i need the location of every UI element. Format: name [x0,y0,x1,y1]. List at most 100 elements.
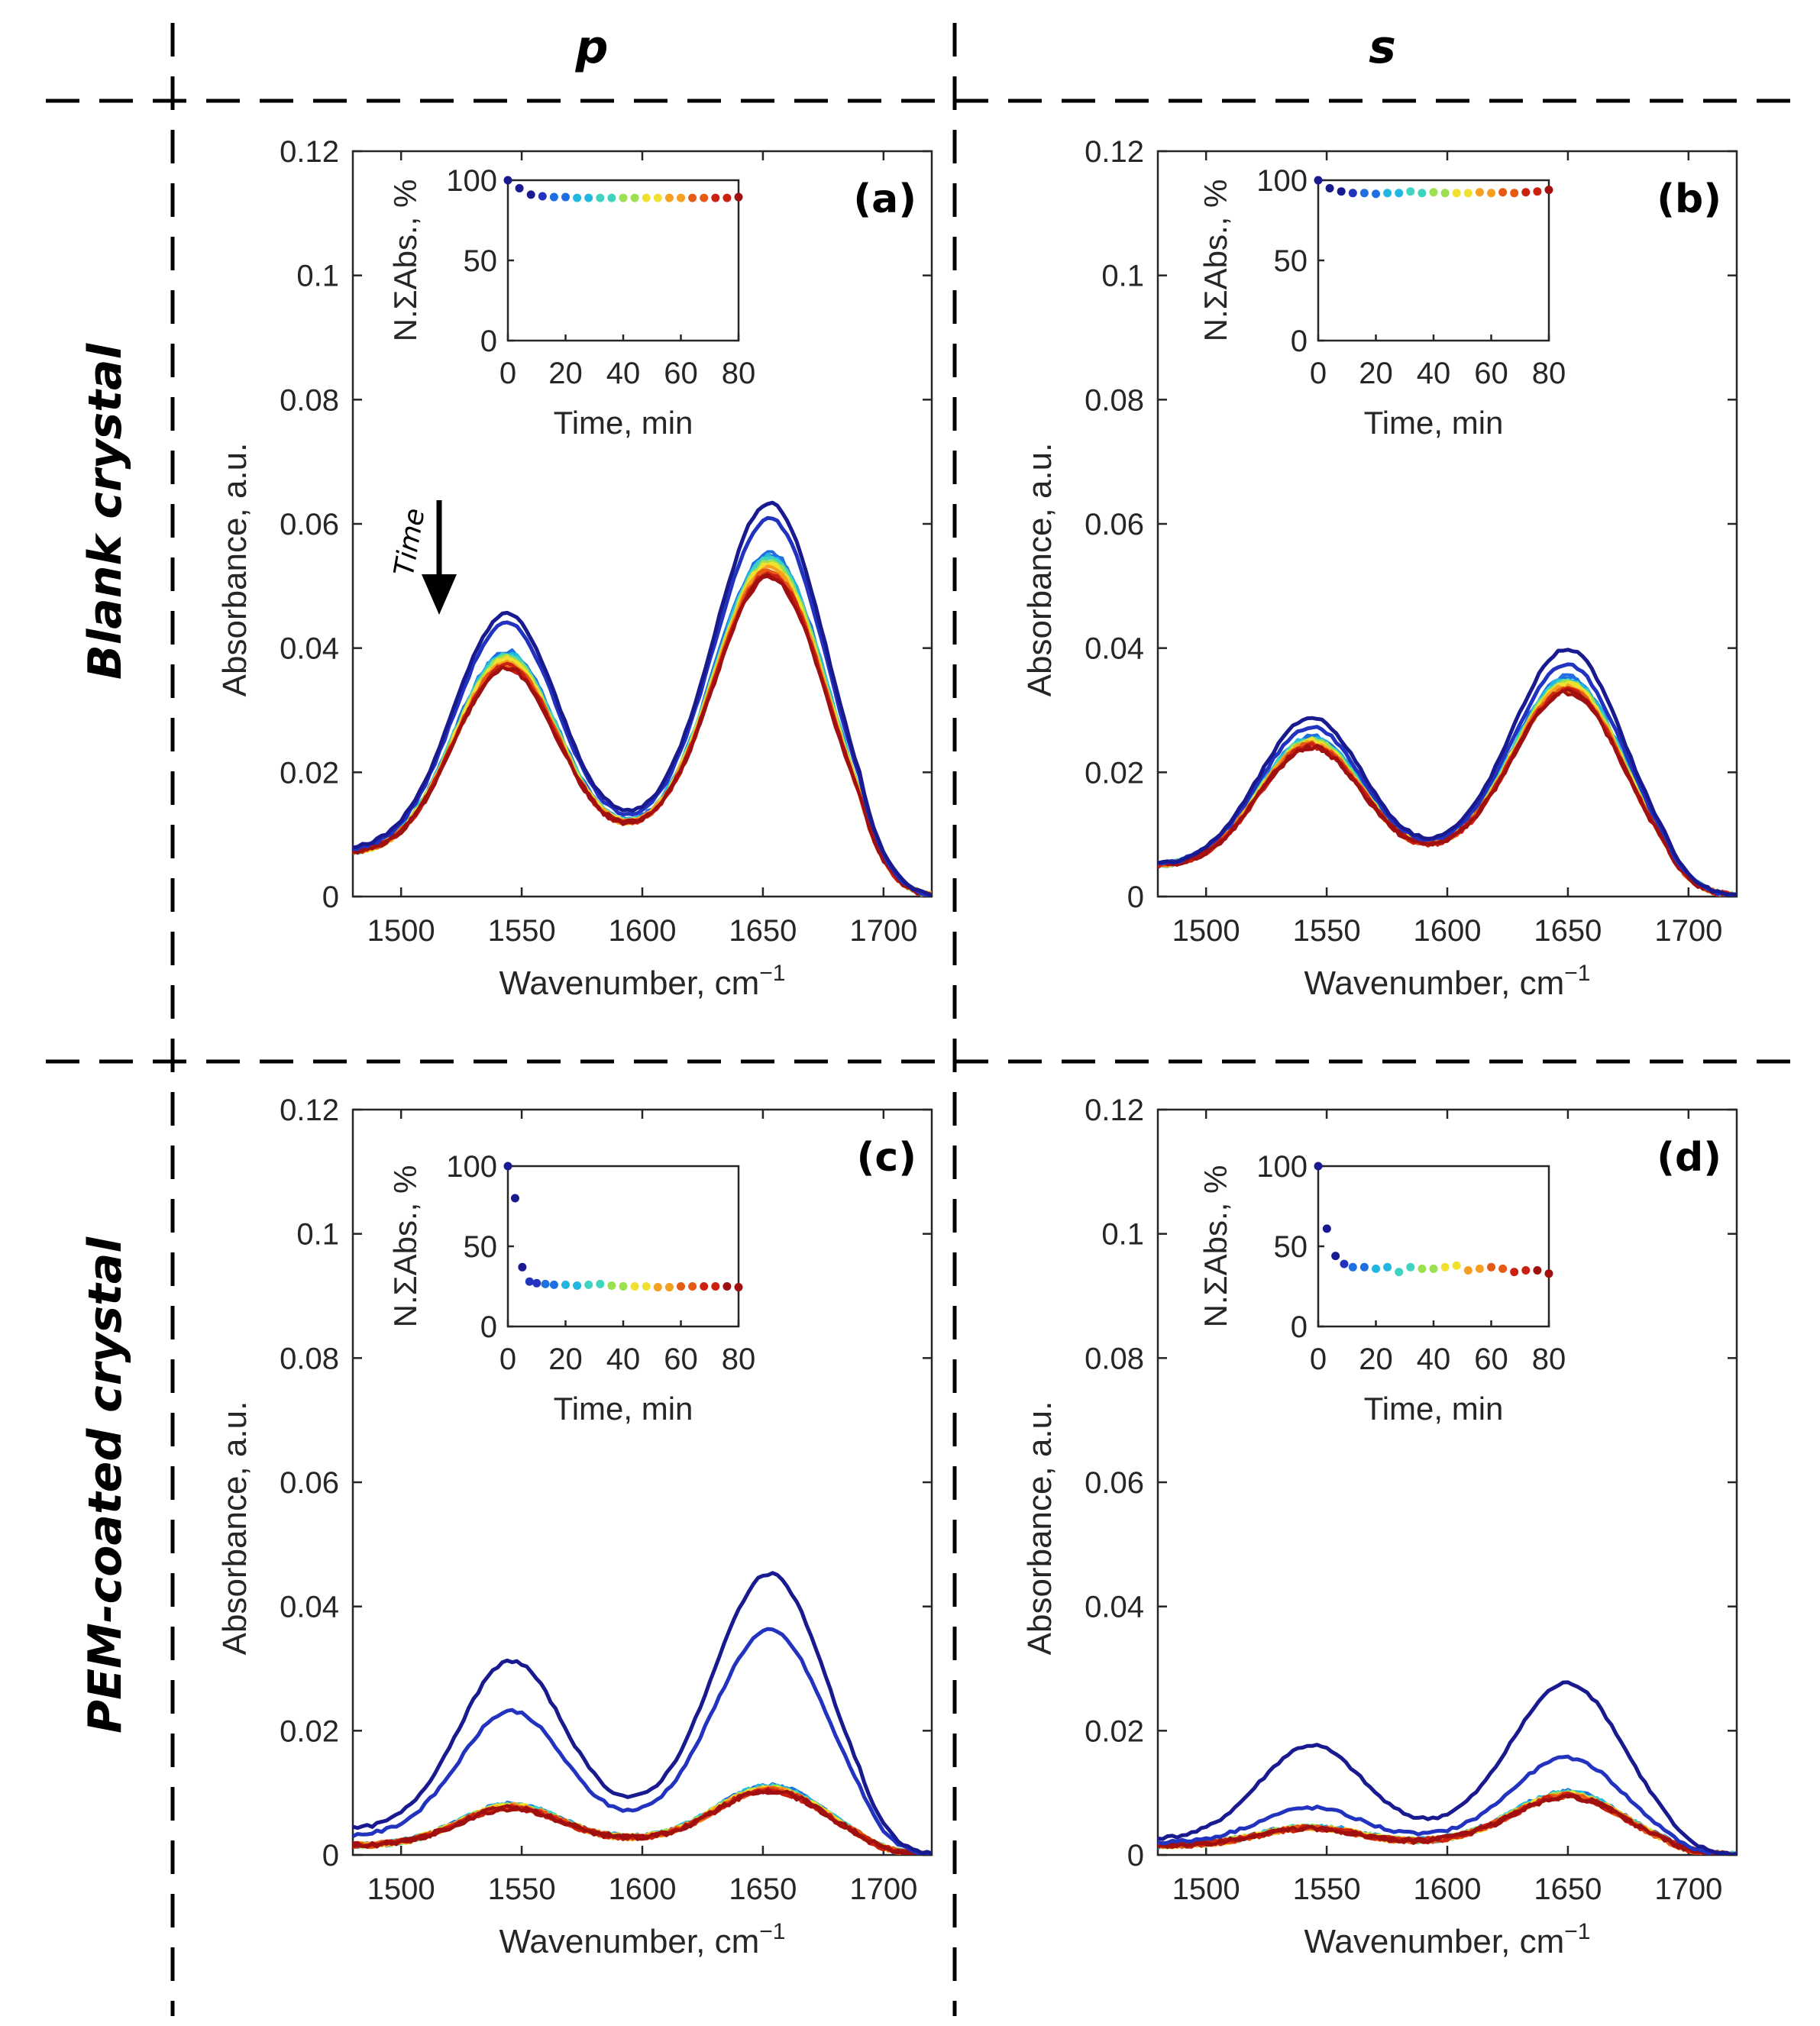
y-tick-label: 0.12 [1085,135,1144,169]
inset-data-point [1372,1264,1380,1273]
x-axis-label-superscript: −1 [1564,1919,1590,1944]
inset-data-point [1383,1262,1392,1272]
inset-data-point [1498,188,1508,197]
panel-label: (d) [1657,1135,1721,1181]
inset-x-tick-label: 20 [548,357,583,390]
inset-data-point [1521,188,1531,197]
inset-y-tick-label: 100 [1256,1150,1308,1184]
inset-data-point [1533,1266,1542,1275]
spectra-lines [353,500,932,897]
inset-x-tick-label: 20 [548,1343,583,1376]
x-tick-label: 1500 [367,1873,435,1906]
inset-data-point [538,192,547,201]
x-axis-label: Wavenumber, cm−1 [499,1919,786,1960]
y-axis-label: Absorbance, a.u. [1021,443,1059,697]
inset-data-point [630,1282,639,1291]
inset-data-point [515,184,524,192]
inset-frame [1317,179,1550,342]
inset-data-point [526,190,535,199]
inset-x-tick-label: 20 [1359,357,1393,390]
y-tick-label: 0.1 [1101,1218,1144,1252]
inset-data-point [503,176,512,185]
inset-data-point [619,193,628,202]
inset-data-point [1487,189,1495,198]
inset-x-axis-label: Time, min [554,1391,693,1427]
x-tick-label: 1600 [1414,914,1482,948]
inset-y-tick-label: 50 [464,1230,498,1264]
inset-data-point [503,1162,512,1171]
inset-data-point [653,1283,662,1292]
inset-y-tick-label: 0 [1291,1310,1308,1344]
inset-data-point [1487,1262,1495,1272]
inset-data-point [653,193,662,202]
y-tick-label: 0.08 [1085,383,1144,417]
x-tick-label: 1550 [488,914,556,948]
y-tick-label: 0.04 [280,1591,339,1624]
inset-y-axis-label: N.ΣAbs., % [387,179,423,342]
inset-data-point [664,193,674,202]
inset-data-point [1498,1264,1508,1273]
inset-data-point [1463,189,1472,198]
column-header-p: p [575,21,609,74]
inset-data-point [607,193,616,202]
inset-data-point [1337,187,1346,196]
inset-x-axis-label: Time, min [1364,1391,1504,1427]
inset-y-axis-label: N.ΣAbs., % [387,1165,423,1328]
x-axis-label-superscript: −1 [759,961,785,986]
spectra-lines [353,1571,932,1855]
y-tick-label: 0.08 [280,383,339,417]
inset-data-point [1372,189,1380,199]
inset-data-point [664,1283,674,1292]
x-tick-label: 1500 [367,914,435,948]
panel-c: 0 0.02 0.04 0.06 0.08 0.1 0.12 1500 1550 1600 1650… [216,1094,933,1960]
inset-y-tick-label: 100 [446,1150,497,1184]
spectra-lines [1158,648,1737,897]
inset-data-point [723,1282,732,1291]
inset-data-point [1406,187,1415,196]
inset-y-tick-label: 50 [464,244,498,278]
inset-data-point [677,1282,685,1291]
panel-label: (b) [1657,176,1721,222]
inset-data-point [1325,184,1334,192]
y-tick-label: 0.1 [296,1218,339,1252]
x-axis-label: Wavenumber, cm−1 [1304,1919,1591,1960]
inset-data-point [1406,1262,1415,1272]
dashed-separators [46,23,1810,2016]
x-tick-label: 1600 [1414,1873,1482,1906]
inset-data-point [1348,189,1357,198]
inset-data-point [532,1278,541,1288]
x-tick-label: 1700 [849,914,917,948]
inset-data-point [711,193,720,202]
inset-data-point [1359,1262,1369,1272]
inset-data-point [1348,1262,1357,1272]
x-tick-label: 1700 [849,1873,917,1906]
y-tick-label: 0.06 [1085,508,1144,541]
inset-data-point [561,192,570,202]
y-tick-label: 0.06 [280,508,339,541]
inset-data-point [619,1282,628,1291]
x-tick-label: 1500 [1172,914,1240,948]
row-header-pem-coated-crystal: PEM-coated crystal [79,1236,132,1734]
inset-x-tick-label: 20 [1359,1343,1393,1376]
y-tick-label: 0.02 [280,756,339,790]
column-header-s: s [1369,21,1396,74]
inset-data-point [1452,1261,1461,1270]
y-tick-label: 0.12 [1085,1094,1144,1127]
inset-data-point [1429,1264,1438,1273]
inset-y-tick-label: 100 [1256,164,1308,198]
inset-data-point [1359,189,1369,198]
x-tick-label: 1550 [1293,914,1361,948]
inset-y-tick-label: 50 [1274,244,1308,278]
inset-data-point [510,1194,519,1203]
inset-data-point [1383,189,1392,198]
x-tick-label: 1550 [1293,1873,1361,1906]
inset-data-point [1544,186,1553,195]
time-arrow-head-icon [422,574,457,615]
inset-x-tick-label: 80 [722,357,756,390]
inset-data-point [642,193,651,202]
inset-x-tick-label: 40 [606,357,641,390]
inset-data-point [596,193,605,202]
x-tick-label: 1650 [1534,914,1602,948]
inset-data-point [1452,189,1461,198]
